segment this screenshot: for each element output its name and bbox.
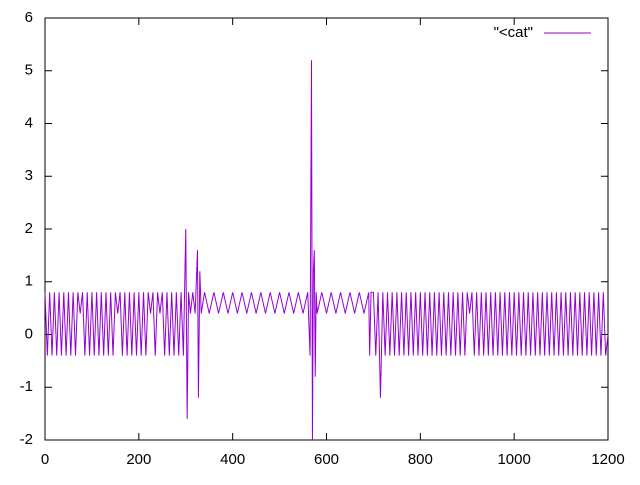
x-tick-label: 1000	[497, 451, 530, 468]
y-tick-label: 5	[25, 62, 33, 79]
y-tick-label: 2	[25, 220, 33, 237]
y-tick-label: 1	[25, 273, 33, 290]
y-tick-label: -1	[20, 378, 33, 395]
y-tick-label: 0	[25, 325, 33, 342]
legend-label: "<cat"	[494, 24, 533, 41]
series-line	[44, 60, 609, 441]
y-tick-label: 4	[25, 114, 33, 131]
x-tick-label: 600	[314, 451, 339, 468]
x-tick-label: 1200	[591, 451, 624, 468]
y-tick-label: -2	[20, 431, 33, 448]
x-tick-label: 800	[408, 451, 433, 468]
x-tick-label: 400	[220, 451, 245, 468]
x-tick-label: 200	[126, 451, 151, 468]
y-tick-label: 3	[25, 167, 33, 184]
plot-border	[44, 17, 609, 441]
x-tick-label: 0	[41, 451, 49, 468]
y-tick-label: 6	[25, 9, 33, 26]
